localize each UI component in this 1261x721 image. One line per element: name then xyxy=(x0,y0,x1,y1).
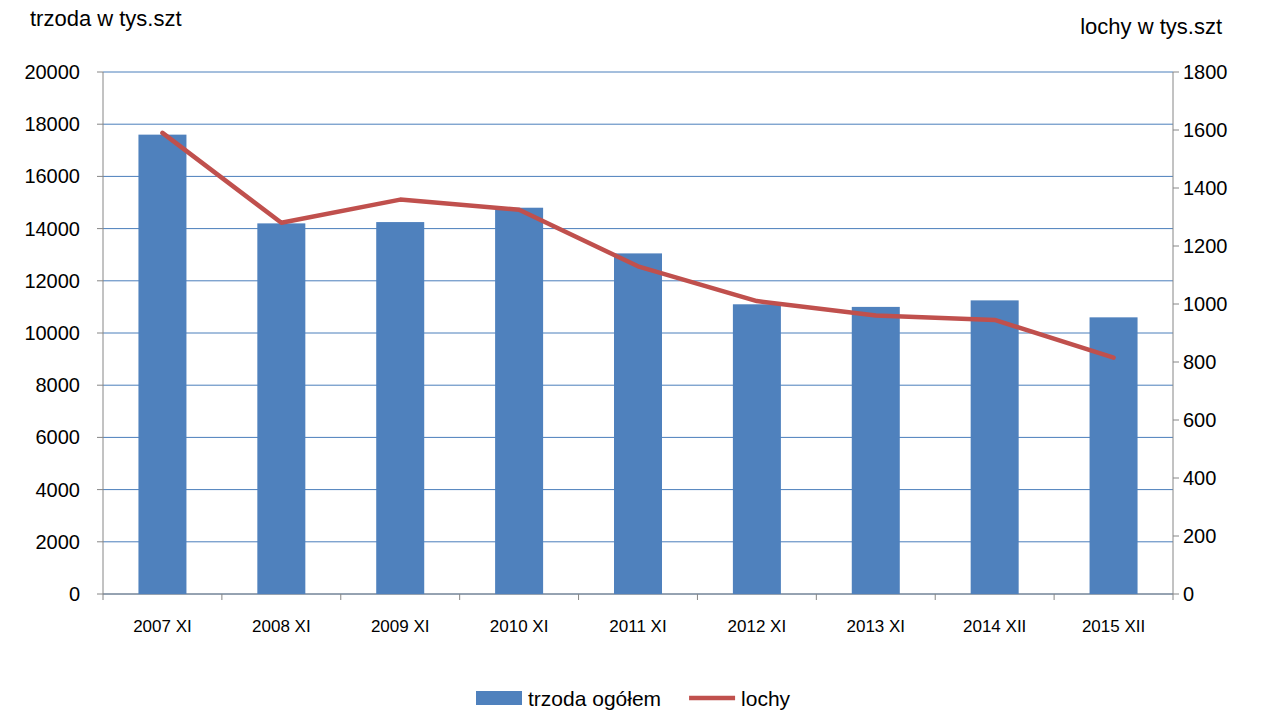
tick xyxy=(97,72,103,73)
x-tick-label: 2008 XI xyxy=(252,617,311,636)
y2-axis-label: lochy w tys.szt xyxy=(1080,14,1222,39)
line xyxy=(162,133,1113,358)
x-tick xyxy=(816,594,817,600)
y-tick-label: 14000 xyxy=(24,218,80,240)
x-tick-label: 2012 XI xyxy=(728,617,787,636)
x-tick xyxy=(340,594,341,600)
x-tick xyxy=(221,594,222,600)
tick xyxy=(1173,594,1179,595)
y-tick-label: 2000 xyxy=(36,531,81,553)
legend-swatch xyxy=(689,696,735,701)
tick xyxy=(1173,188,1179,189)
y-tick-label: 20000 xyxy=(24,61,80,83)
plot-data xyxy=(138,133,1137,594)
x-tick-label: 2015 XII xyxy=(1082,617,1145,636)
y2-tick-label: 400 xyxy=(1183,467,1216,489)
legend-label: trzoda ogółem xyxy=(528,687,661,710)
x-tick-label: 2014 XII xyxy=(963,617,1026,636)
legend: trzoda ogółem lochy xyxy=(476,687,791,710)
grid-line xyxy=(103,176,1173,177)
y2-tick-label: 1200 xyxy=(1183,235,1228,257)
y2-tick-label: 1400 xyxy=(1183,177,1228,199)
grid-line xyxy=(103,124,1173,125)
tick xyxy=(1173,304,1179,305)
x-tick-label: 2013 XI xyxy=(846,617,905,636)
tick xyxy=(97,228,103,229)
tick xyxy=(97,437,103,438)
chart: 0200040006000800010000120001400016000180… xyxy=(0,0,1261,721)
y-tick-label: 0 xyxy=(69,583,80,605)
bar xyxy=(376,222,424,594)
y-tick-label: 8000 xyxy=(36,374,81,396)
y-tick-label: 12000 xyxy=(24,270,80,292)
tick xyxy=(1173,478,1179,479)
x-tick-label: 2009 XI xyxy=(371,617,430,636)
tick xyxy=(1173,246,1179,247)
legend-label: lochy xyxy=(741,687,791,710)
x-tick xyxy=(578,594,579,600)
x-tick-label: 2007 XI xyxy=(133,617,192,636)
y-tick-label: 4000 xyxy=(36,479,81,501)
grid-line xyxy=(103,72,1173,73)
tick xyxy=(97,176,103,177)
y-axis-label: trzoda w tys.szt xyxy=(30,6,182,31)
tick xyxy=(1173,72,1179,73)
y-tick-label: 6000 xyxy=(36,426,81,448)
y2-tick-label: 1600 xyxy=(1183,119,1228,141)
tick xyxy=(1173,420,1179,421)
y2-tick-label: 1000 xyxy=(1183,293,1228,315)
bar xyxy=(971,300,1019,594)
y2-tick-label: 200 xyxy=(1183,525,1216,547)
y-tick-label: 10000 xyxy=(24,322,80,344)
y2-axis xyxy=(1173,72,1174,594)
bar xyxy=(257,223,305,594)
bar xyxy=(495,208,543,594)
tick xyxy=(1173,362,1179,363)
y2-tick-label: 0 xyxy=(1183,583,1194,605)
tick xyxy=(1173,536,1179,537)
y2-tick-label: 600 xyxy=(1183,409,1216,431)
y-tick-label: 18000 xyxy=(24,113,80,135)
legend-swatch xyxy=(476,691,522,705)
tick xyxy=(1173,130,1179,131)
x-tick xyxy=(935,594,936,600)
tick xyxy=(97,385,103,386)
y2-tick-label: 1800 xyxy=(1183,61,1228,83)
y-tick-label: 16000 xyxy=(24,165,80,187)
tick xyxy=(97,541,103,542)
x-tick-label: 2010 XI xyxy=(490,617,549,636)
x-tick xyxy=(459,594,460,600)
bar xyxy=(852,307,900,594)
tick xyxy=(97,594,103,595)
tick xyxy=(97,333,103,334)
x-tick xyxy=(103,594,104,600)
bar xyxy=(614,253,662,594)
x-tick-label: 2011 XI xyxy=(609,617,666,636)
x-tick xyxy=(697,594,698,600)
tick xyxy=(97,280,103,281)
y-axis xyxy=(103,72,104,594)
bar xyxy=(138,135,186,594)
tick xyxy=(97,489,103,490)
x-tick xyxy=(1173,594,1174,600)
tick xyxy=(97,124,103,125)
x-tick xyxy=(1054,594,1055,600)
y2-tick-label: 800 xyxy=(1183,351,1216,373)
bar xyxy=(733,304,781,594)
